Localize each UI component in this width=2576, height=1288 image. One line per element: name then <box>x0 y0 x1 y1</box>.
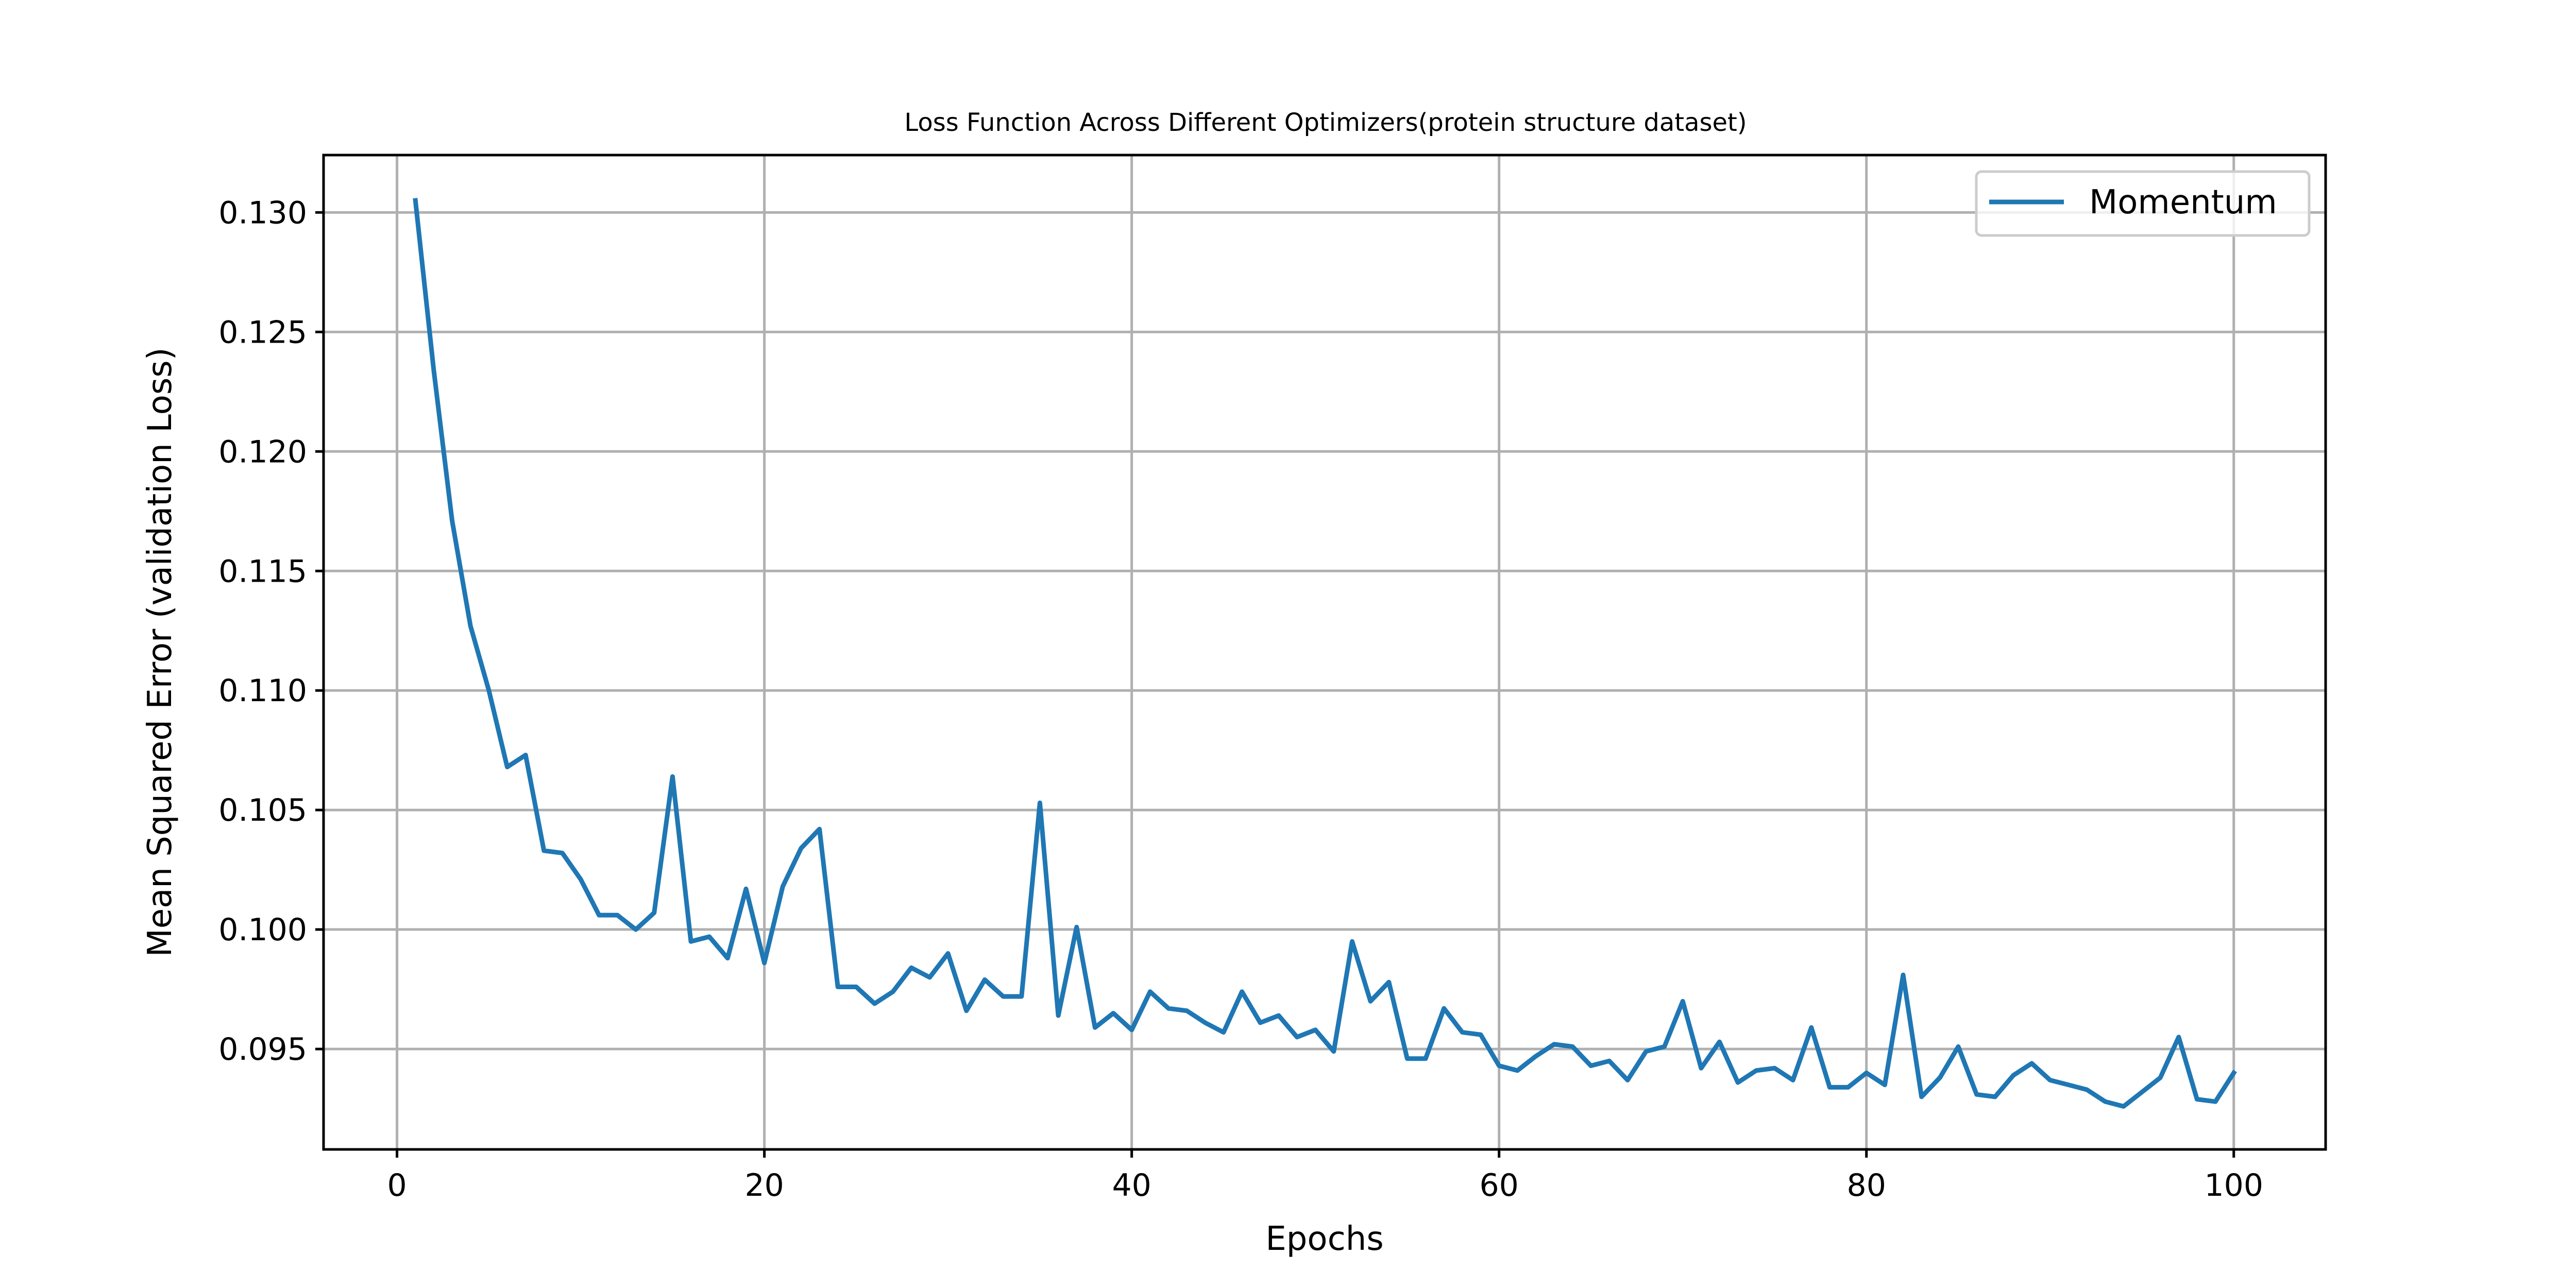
x-tick-label: 0 <box>387 1167 407 1204</box>
y-tick-label: 0.100 <box>218 912 307 948</box>
x-tick-label: 60 <box>1480 1167 1519 1204</box>
y-tick-label: 0.120 <box>218 434 307 470</box>
chart-title: Loss Function Across Different Optimizer… <box>904 108 1747 137</box>
series-line-momentum <box>413 198 2237 1109</box>
y-tick-label: 0.105 <box>218 792 307 828</box>
x-tick-label: 80 <box>1847 1167 1886 1204</box>
series-layer <box>413 198 2237 1109</box>
legend-frame <box>1975 170 2311 237</box>
y-tick-label: 0.095 <box>218 1031 307 1067</box>
x-tick-label: 100 <box>2204 1167 2263 1204</box>
y-tick-label: 0.125 <box>218 314 307 350</box>
y-tick-label: 0.115 <box>218 553 307 589</box>
y-axis-label: Mean Squared Error (validation Loss) <box>141 347 179 957</box>
y-tick-label: 0.110 <box>218 673 307 709</box>
grid-layer <box>324 155 2326 1149</box>
axes-frame <box>322 154 2327 1151</box>
y-tick-label: 0.130 <box>218 195 307 231</box>
legend-label-momentum: Momentum <box>2089 183 2277 222</box>
legend: Momentum <box>1975 170 2311 237</box>
x-tick-label: 40 <box>1112 1167 1151 1204</box>
x-axis-label: Epochs <box>1265 1220 1383 1258</box>
x-tick-label: 20 <box>744 1167 784 1204</box>
ticks-layer: 0 20 40 60 80 100 0.095 0.100 0.105 0.110 0.115 0.1… <box>218 195 2263 1204</box>
